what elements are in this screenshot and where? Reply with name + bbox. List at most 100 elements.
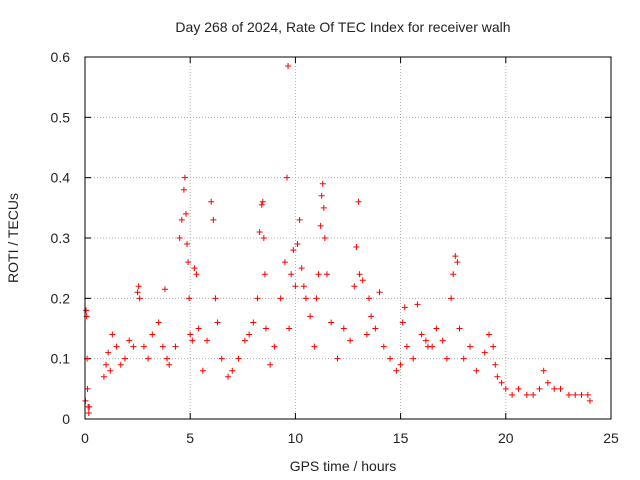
data-point	[372, 325, 379, 332]
data-point	[557, 385, 564, 392]
data-point	[204, 337, 211, 344]
x-tick-label: 20	[498, 430, 514, 446]
data-point	[140, 343, 147, 350]
data-point	[355, 198, 362, 205]
data-point	[296, 216, 303, 223]
data-point	[155, 319, 162, 326]
data-point	[107, 367, 114, 374]
data-point	[145, 355, 152, 362]
data-point	[450, 271, 457, 278]
data-point	[460, 355, 467, 362]
data-point	[184, 241, 191, 248]
data-point	[414, 301, 421, 308]
data-point	[572, 391, 579, 398]
data-point	[393, 367, 400, 374]
data-point	[117, 361, 124, 368]
y-tick-label: 0.2	[51, 290, 71, 306]
data-point	[456, 325, 463, 332]
data-point	[313, 295, 320, 302]
y-tick-label: 0.3	[51, 230, 71, 246]
data-point	[218, 355, 225, 362]
data-point	[267, 361, 274, 368]
grid-lines	[85, 57, 611, 419]
data-point	[376, 289, 383, 296]
data-point	[544, 379, 551, 386]
data-point	[320, 204, 327, 211]
data-point	[294, 241, 301, 248]
data-point	[261, 271, 268, 278]
data-point	[214, 319, 221, 326]
data-point	[307, 313, 314, 320]
data-point	[490, 343, 497, 350]
data-point	[298, 265, 305, 272]
data-point	[185, 259, 192, 266]
data-point	[565, 391, 572, 398]
data-point	[530, 391, 537, 398]
data-point	[85, 409, 92, 416]
data-point	[250, 319, 257, 326]
data-point	[290, 247, 297, 254]
data-points	[82, 63, 593, 416]
data-point	[422, 337, 429, 344]
data-point	[161, 286, 168, 293]
data-point	[433, 325, 440, 332]
data-point	[100, 373, 107, 380]
data-point	[586, 397, 593, 404]
y-tick-label: 0.6	[51, 49, 71, 65]
data-point	[193, 271, 200, 278]
data-point	[359, 277, 366, 284]
x-axis-label: GPS time / hours	[290, 458, 397, 474]
data-point	[551, 385, 558, 392]
data-point	[166, 361, 173, 368]
x-tick-label: 5	[186, 430, 194, 446]
data-point	[317, 222, 324, 229]
data-point	[186, 295, 193, 302]
data-point	[212, 295, 219, 302]
data-point	[315, 271, 322, 278]
x-tick-label: 0	[81, 430, 89, 446]
data-point	[259, 198, 266, 205]
x-tick-label: 15	[393, 430, 409, 446]
data-point	[328, 319, 335, 326]
data-point	[410, 355, 417, 362]
data-point	[401, 304, 408, 311]
y-tick-label: 0.4	[51, 170, 71, 186]
data-point	[353, 244, 360, 251]
data-point	[380, 343, 387, 350]
data-point	[292, 283, 299, 290]
data-point	[134, 289, 141, 296]
data-point	[429, 343, 436, 350]
data-point	[229, 367, 236, 374]
data-point	[178, 216, 185, 223]
data-point	[260, 235, 267, 241]
data-point	[485, 331, 492, 338]
data-point	[286, 325, 293, 332]
data-point	[387, 355, 394, 362]
data-point	[135, 283, 142, 290]
data-point	[235, 355, 242, 362]
data-point	[403, 343, 410, 350]
data-point	[467, 343, 474, 350]
data-point	[262, 325, 269, 332]
y-tick-label: 0	[62, 411, 70, 427]
data-point	[418, 331, 425, 338]
y-tick-label: 0.1	[51, 351, 71, 367]
data-point	[121, 355, 128, 362]
data-point	[366, 295, 373, 302]
data-point	[281, 259, 288, 266]
data-point	[536, 385, 543, 392]
data-point	[498, 379, 505, 386]
data-point	[584, 391, 591, 398]
data-point	[84, 385, 91, 392]
data-point	[182, 210, 189, 217]
data-point	[481, 349, 488, 356]
data-point	[288, 271, 295, 278]
data-point	[208, 198, 215, 205]
data-point	[103, 361, 110, 368]
data-point	[187, 331, 194, 338]
data-point	[105, 349, 112, 356]
data-point	[149, 331, 156, 338]
data-point	[492, 361, 499, 368]
